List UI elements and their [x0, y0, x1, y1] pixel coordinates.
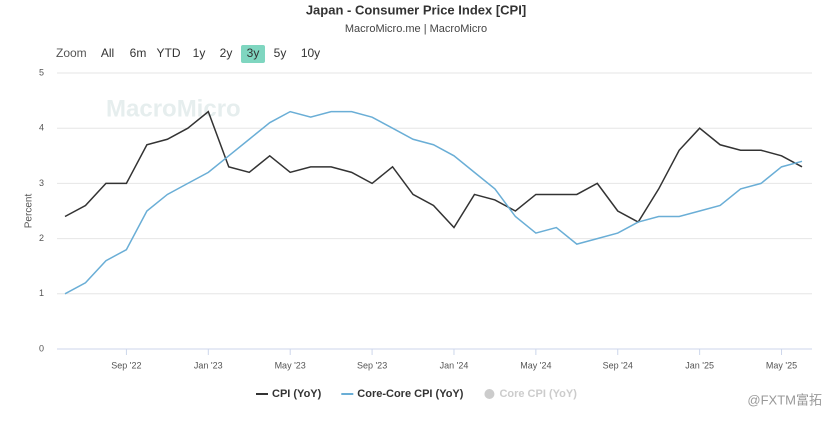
x-tick-label: May '24 — [520, 360, 551, 370]
zoom-button[interactable]: 2y — [220, 46, 233, 60]
zoom-button[interactable]: 6m — [130, 46, 147, 60]
zoom-button[interactable]: 1y — [193, 46, 206, 60]
chart-subtitle: MacroMicro.me | MacroMicro — [345, 23, 487, 35]
y-axis-label: Percent — [24, 194, 35, 229]
x-tick-label: Jan '25 — [685, 360, 714, 370]
legend-item[interactable]: Core CPI (YoY) — [499, 388, 577, 400]
y-tick-label: 2 — [39, 233, 44, 243]
zoom-button[interactable]: All — [101, 46, 114, 60]
series-line — [64, 110, 803, 295]
chart-title: Japan - Consumer Price Index [CPI] — [306, 2, 526, 17]
y-tick-label: 5 — [39, 67, 44, 77]
credit: @FXTM富拓 — [747, 392, 822, 407]
x-tick-label: Jan '23 — [194, 360, 223, 370]
y-tick-label: 0 — [39, 343, 44, 353]
y-tick-label: 4 — [39, 123, 44, 133]
x-tick-label: Sep '23 — [357, 360, 387, 370]
legend-item[interactable]: Core-Core CPI (YoY) — [357, 388, 463, 400]
zoom-button[interactable]: 5y — [274, 46, 287, 60]
x-tick-label: Sep '24 — [603, 360, 633, 370]
x-tick-label: May '23 — [275, 360, 306, 370]
x-tick-label: May '25 — [766, 360, 797, 370]
y-tick-label: 1 — [39, 288, 44, 298]
legend-swatch — [484, 389, 495, 399]
x-tick-label: Sep '22 — [111, 360, 141, 370]
y-tick-label: 3 — [39, 178, 44, 188]
zoom-button[interactable]: 3y — [247, 46, 260, 60]
series-line — [64, 110, 803, 229]
zoom-button[interactable]: YTD — [157, 46, 181, 60]
zoom-button[interactable]: 10y — [301, 46, 320, 60]
legend-item[interactable]: CPI (YoY) — [272, 388, 322, 400]
zoom-label: Zoom — [56, 46, 87, 60]
zoom-button-bg — [241, 45, 265, 63]
x-tick-label: Jan '24 — [440, 360, 469, 370]
watermark: MacroMicro — [106, 95, 241, 122]
